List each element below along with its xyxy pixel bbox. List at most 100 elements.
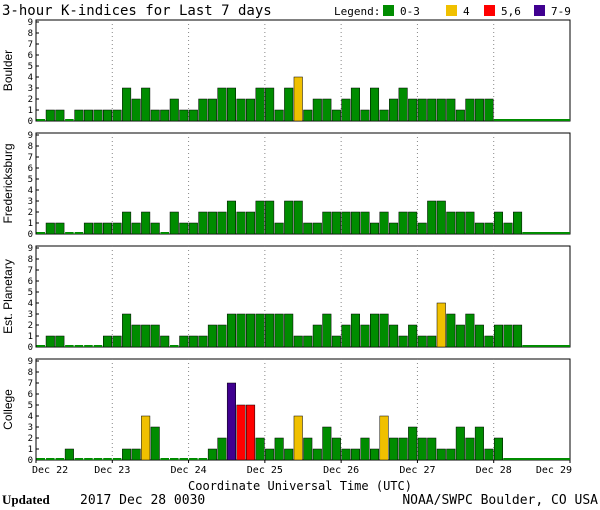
x-axis-label: Coordinate Universal Time (UTC): [188, 479, 412, 493]
k-index-bar: [455, 109, 465, 122]
x-tick-label: Dec 26: [323, 465, 359, 476]
k-index-bar: [84, 458, 93, 460]
k-index-bar: [255, 200, 265, 235]
y-tick-label: 4: [28, 412, 33, 422]
k-index-bar: [207, 448, 217, 461]
k-index-bar: [436, 448, 446, 461]
k-index-bar: [474, 222, 484, 235]
k-index-bar: [131, 324, 141, 348]
k-index-bar: [274, 109, 284, 122]
k-index-bar: [226, 382, 236, 461]
k-index-bar: [417, 437, 427, 461]
k-index-bar: [284, 313, 294, 348]
k-index-bar: [93, 458, 103, 460]
legend-swatch: [534, 5, 545, 16]
y-tick-label: 7: [28, 379, 33, 389]
k-index-bar: [446, 211, 456, 235]
k-index-bar: [284, 200, 294, 235]
k-index-bar: [503, 222, 513, 235]
k-index-bar: [350, 448, 360, 461]
k-index-bar: [265, 87, 275, 122]
k-index-bar: [322, 313, 332, 348]
k-index-bar: [131, 448, 141, 461]
y-tick-label: 1: [28, 445, 33, 455]
k-index-bar: [474, 426, 484, 461]
k-index-bar: [484, 448, 494, 461]
y-tick-label: 1: [28, 332, 33, 342]
y-tick-label: 5: [28, 288, 33, 298]
k-index-bar: [236, 404, 246, 461]
k-index-bar: [93, 345, 103, 347]
y-tick-label: 0: [28, 117, 33, 127]
k-index-bar: [55, 458, 65, 460]
k-index-bar: [150, 109, 160, 122]
k-index-bar: [360, 109, 370, 122]
updated-value: 2017 Dec 28 0030: [80, 493, 205, 508]
k-index-bar: [341, 98, 351, 122]
y-tick-label: 5: [28, 175, 33, 185]
panel-frame: [35, 358, 571, 461]
k-index-bar: [198, 458, 208, 460]
k-index-bar: [141, 324, 151, 348]
y-tick-label: 6: [28, 390, 33, 400]
k-index-bar: [303, 109, 313, 122]
k-index-bar: [45, 335, 55, 348]
k-index-bar: [303, 222, 313, 235]
k-index-bar: [398, 437, 408, 461]
k-index-bar: [122, 211, 132, 235]
k-index-bar: [36, 232, 46, 234]
k-index-bar: [36, 458, 46, 460]
legend-swatch: [446, 5, 457, 16]
k-index-bar: [188, 335, 198, 348]
y-tick-label: 9: [28, 131, 33, 141]
y-tick-label: 9: [28, 18, 33, 28]
k-index-bar: [474, 98, 484, 122]
credit-text: NOAA/SWPC Boulder, CO USA: [402, 493, 598, 508]
k-index-bar: [274, 437, 284, 461]
k-index-bar: [255, 87, 265, 122]
k-index-bar: [427, 98, 437, 122]
legend-swatch: [383, 5, 394, 16]
k-index-bar: [170, 458, 179, 460]
k-index-bar: [331, 211, 341, 235]
panel-series-name: College: [1, 389, 15, 430]
k-index-bar: [112, 458, 122, 460]
k-index-bar: [484, 222, 494, 235]
updated-label: Updated: [2, 492, 50, 507]
k-index-bar: [293, 415, 303, 461]
panel-frame: [35, 245, 571, 348]
k-index-bar: [150, 324, 160, 348]
k-index-bar: [141, 211, 151, 235]
k-index-bar: [331, 109, 341, 122]
y-tick-label: 1: [28, 106, 33, 116]
k-index-bar: [465, 437, 475, 461]
k-index-bar: [455, 211, 465, 235]
legend-label: Legend:: [334, 5, 380, 18]
k-index-bar: [226, 87, 236, 122]
k-index-bar: [379, 415, 389, 461]
y-tick-label: 6: [28, 51, 33, 61]
k-index-bar: [513, 324, 523, 348]
k-index-bar: [322, 211, 332, 235]
k-index-bar: [322, 98, 332, 122]
y-tick-label: 9: [28, 244, 33, 254]
k-index-bar: [64, 448, 74, 461]
k-index-bar: [112, 109, 122, 122]
k-index-bar: [389, 324, 399, 348]
k-index-bar: [169, 98, 179, 122]
k-index-bar: [217, 87, 227, 122]
k-index-bar: [303, 335, 313, 348]
k-index-bar: [46, 458, 55, 460]
k-index-bar: [170, 345, 179, 347]
y-tick-label: 2: [28, 434, 33, 444]
legend-item-label: 4: [463, 5, 470, 18]
k-index-bar: [513, 211, 523, 235]
k-index-bar: [188, 109, 198, 122]
k-index-bar: [350, 87, 360, 122]
y-tick-label: 3: [28, 84, 33, 94]
k-index-bar: [65, 345, 74, 347]
y-tick-label: 7: [28, 40, 33, 50]
y-tick-label: 8: [28, 142, 33, 152]
